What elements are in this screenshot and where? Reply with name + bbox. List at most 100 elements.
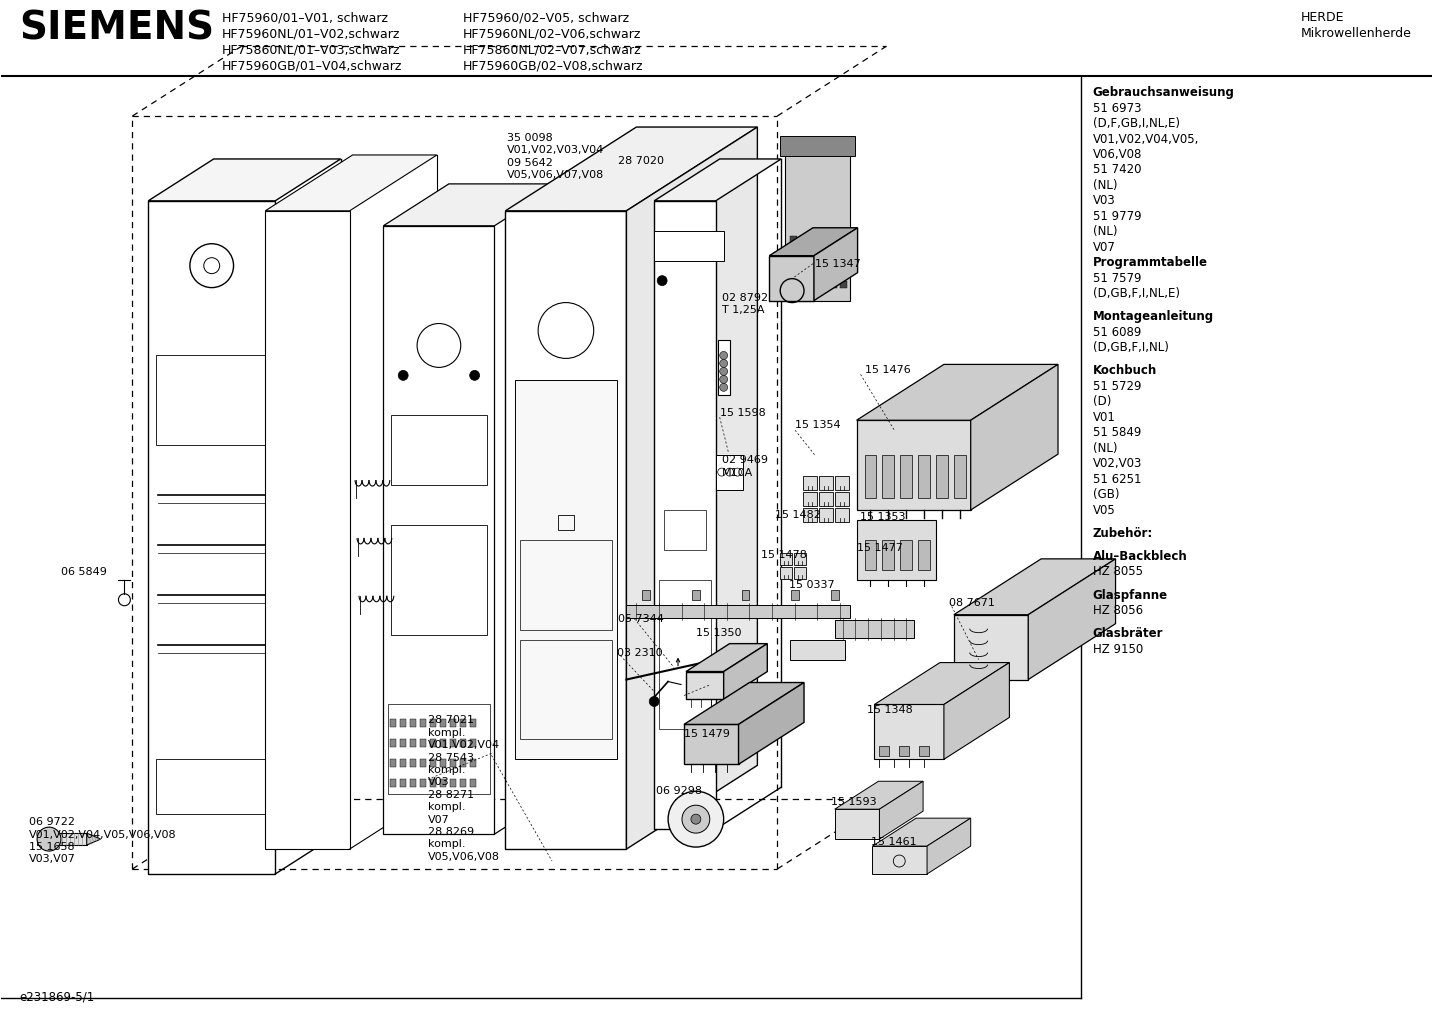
Polygon shape bbox=[391, 719, 397, 728]
Polygon shape bbox=[149, 159, 340, 201]
Text: HF75860NL/02–V07,schwarz: HF75860NL/02–V07,schwarz bbox=[463, 43, 642, 56]
Polygon shape bbox=[839, 266, 846, 273]
Polygon shape bbox=[1028, 558, 1116, 680]
Polygon shape bbox=[686, 644, 767, 672]
Polygon shape bbox=[505, 127, 757, 211]
Polygon shape bbox=[505, 211, 626, 849]
Polygon shape bbox=[450, 759, 456, 767]
Circle shape bbox=[37, 827, 61, 851]
Text: 15 1347: 15 1347 bbox=[815, 259, 861, 269]
Circle shape bbox=[398, 370, 408, 380]
Text: 15 1350: 15 1350 bbox=[696, 628, 741, 638]
Text: 03 2310: 03 2310 bbox=[617, 648, 662, 657]
Polygon shape bbox=[829, 251, 836, 258]
Polygon shape bbox=[440, 759, 446, 767]
Polygon shape bbox=[684, 683, 805, 725]
Polygon shape bbox=[865, 455, 877, 498]
Polygon shape bbox=[800, 251, 808, 258]
Text: HF75960/01–V01, schwarz: HF75960/01–V01, schwarz bbox=[222, 11, 388, 24]
Polygon shape bbox=[790, 251, 797, 258]
Text: 51 7420: 51 7420 bbox=[1093, 163, 1141, 176]
Text: (D,GB,F,I,NL,E): (D,GB,F,I,NL,E) bbox=[1093, 287, 1180, 301]
Polygon shape bbox=[384, 226, 495, 835]
Polygon shape bbox=[391, 780, 397, 788]
Polygon shape bbox=[829, 280, 836, 287]
Polygon shape bbox=[839, 280, 846, 287]
Polygon shape bbox=[829, 266, 836, 273]
Polygon shape bbox=[420, 780, 425, 788]
Polygon shape bbox=[470, 780, 476, 788]
Polygon shape bbox=[470, 740, 476, 747]
Polygon shape bbox=[401, 740, 407, 747]
Polygon shape bbox=[810, 251, 818, 258]
Polygon shape bbox=[470, 759, 476, 767]
Text: SIEMENS: SIEMENS bbox=[19, 9, 215, 47]
Polygon shape bbox=[953, 558, 1116, 614]
Polygon shape bbox=[780, 553, 792, 565]
Text: 51 6251: 51 6251 bbox=[1093, 473, 1141, 486]
Polygon shape bbox=[883, 455, 894, 498]
Polygon shape bbox=[795, 567, 806, 579]
Polygon shape bbox=[450, 719, 456, 728]
Polygon shape bbox=[384, 183, 559, 226]
Polygon shape bbox=[401, 759, 407, 767]
Polygon shape bbox=[803, 476, 818, 490]
Polygon shape bbox=[831, 590, 839, 600]
Text: 06 5849: 06 5849 bbox=[61, 567, 107, 577]
Polygon shape bbox=[265, 155, 437, 211]
Polygon shape bbox=[810, 280, 818, 287]
Polygon shape bbox=[835, 809, 880, 839]
Text: HF75960NL/02–V06,schwarz: HF75960NL/02–V06,schwarz bbox=[463, 28, 642, 41]
Text: Programmtabelle: Programmtabelle bbox=[1093, 256, 1208, 269]
Text: Gebrauchsanweisung: Gebrauchsanweisung bbox=[1093, 87, 1234, 99]
Polygon shape bbox=[900, 455, 913, 498]
Polygon shape bbox=[769, 256, 813, 301]
Polygon shape bbox=[900, 746, 910, 756]
Polygon shape bbox=[626, 127, 757, 849]
Polygon shape bbox=[820, 266, 826, 273]
Polygon shape bbox=[953, 455, 966, 498]
Polygon shape bbox=[460, 780, 466, 788]
Text: (NL): (NL) bbox=[1093, 179, 1118, 192]
Polygon shape bbox=[87, 834, 101, 845]
Text: 15 1461: 15 1461 bbox=[871, 837, 917, 847]
Text: V03: V03 bbox=[1093, 195, 1116, 207]
Polygon shape bbox=[460, 719, 466, 728]
Text: HF75860NL/01–V03,schwarz: HF75860NL/01–V03,schwarz bbox=[222, 43, 399, 56]
Polygon shape bbox=[810, 266, 818, 273]
Polygon shape bbox=[718, 340, 730, 395]
Circle shape bbox=[649, 697, 659, 706]
Polygon shape bbox=[738, 683, 805, 764]
Polygon shape bbox=[410, 719, 417, 728]
Polygon shape bbox=[655, 230, 724, 261]
Polygon shape bbox=[819, 476, 833, 490]
Polygon shape bbox=[835, 492, 849, 506]
Circle shape bbox=[720, 383, 728, 391]
Text: HZ 8055: HZ 8055 bbox=[1093, 566, 1142, 579]
Text: 51 7579: 51 7579 bbox=[1093, 272, 1141, 284]
Polygon shape bbox=[440, 719, 446, 728]
Polygon shape bbox=[460, 759, 466, 767]
Polygon shape bbox=[692, 590, 699, 600]
Text: HF75960GB/01–V04,schwarz: HF75960GB/01–V04,schwarz bbox=[222, 59, 402, 72]
Polygon shape bbox=[391, 740, 397, 747]
Polygon shape bbox=[857, 420, 970, 510]
Polygon shape bbox=[813, 228, 858, 301]
Text: 02 9469
M10A: 02 9469 M10A bbox=[721, 455, 767, 478]
Polygon shape bbox=[865, 540, 877, 570]
Polygon shape bbox=[880, 782, 923, 839]
Text: (D,F,GB,I,NL,E): (D,F,GB,I,NL,E) bbox=[1093, 117, 1180, 130]
Polygon shape bbox=[835, 620, 914, 638]
Polygon shape bbox=[675, 799, 696, 811]
Polygon shape bbox=[430, 780, 435, 788]
Text: 05 7344: 05 7344 bbox=[619, 613, 665, 624]
Polygon shape bbox=[790, 280, 797, 287]
Polygon shape bbox=[410, 740, 417, 747]
Polygon shape bbox=[391, 759, 397, 767]
Text: HERDE: HERDE bbox=[1301, 11, 1344, 24]
Text: 51 5849: 51 5849 bbox=[1093, 426, 1141, 439]
Text: Glasbräter: Glasbräter bbox=[1093, 627, 1164, 640]
Text: V07: V07 bbox=[1093, 240, 1116, 254]
Polygon shape bbox=[800, 235, 808, 243]
Polygon shape bbox=[420, 740, 425, 747]
